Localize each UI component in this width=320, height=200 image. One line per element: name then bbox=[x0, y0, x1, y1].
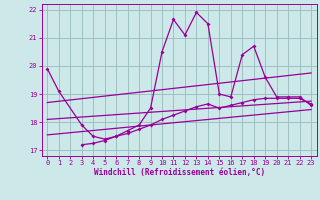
X-axis label: Windchill (Refroidissement éolien,°C): Windchill (Refroidissement éolien,°C) bbox=[94, 168, 265, 177]
